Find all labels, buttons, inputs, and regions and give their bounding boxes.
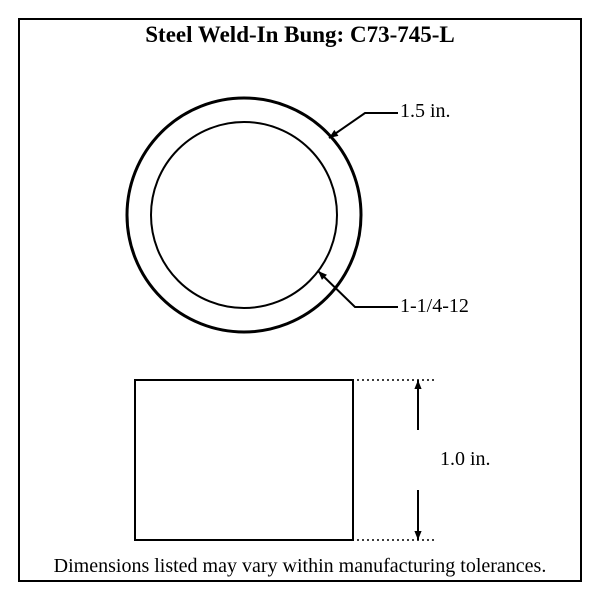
height-label: 1.0 in.: [440, 448, 491, 471]
tolerance-note: Dimensions listed may vary within manufa…: [0, 555, 600, 578]
thread-label: 1-1/4-12: [400, 295, 469, 318]
outer-diameter-label: 1.5 in.: [400, 100, 451, 123]
technical-drawing: [0, 0, 600, 600]
